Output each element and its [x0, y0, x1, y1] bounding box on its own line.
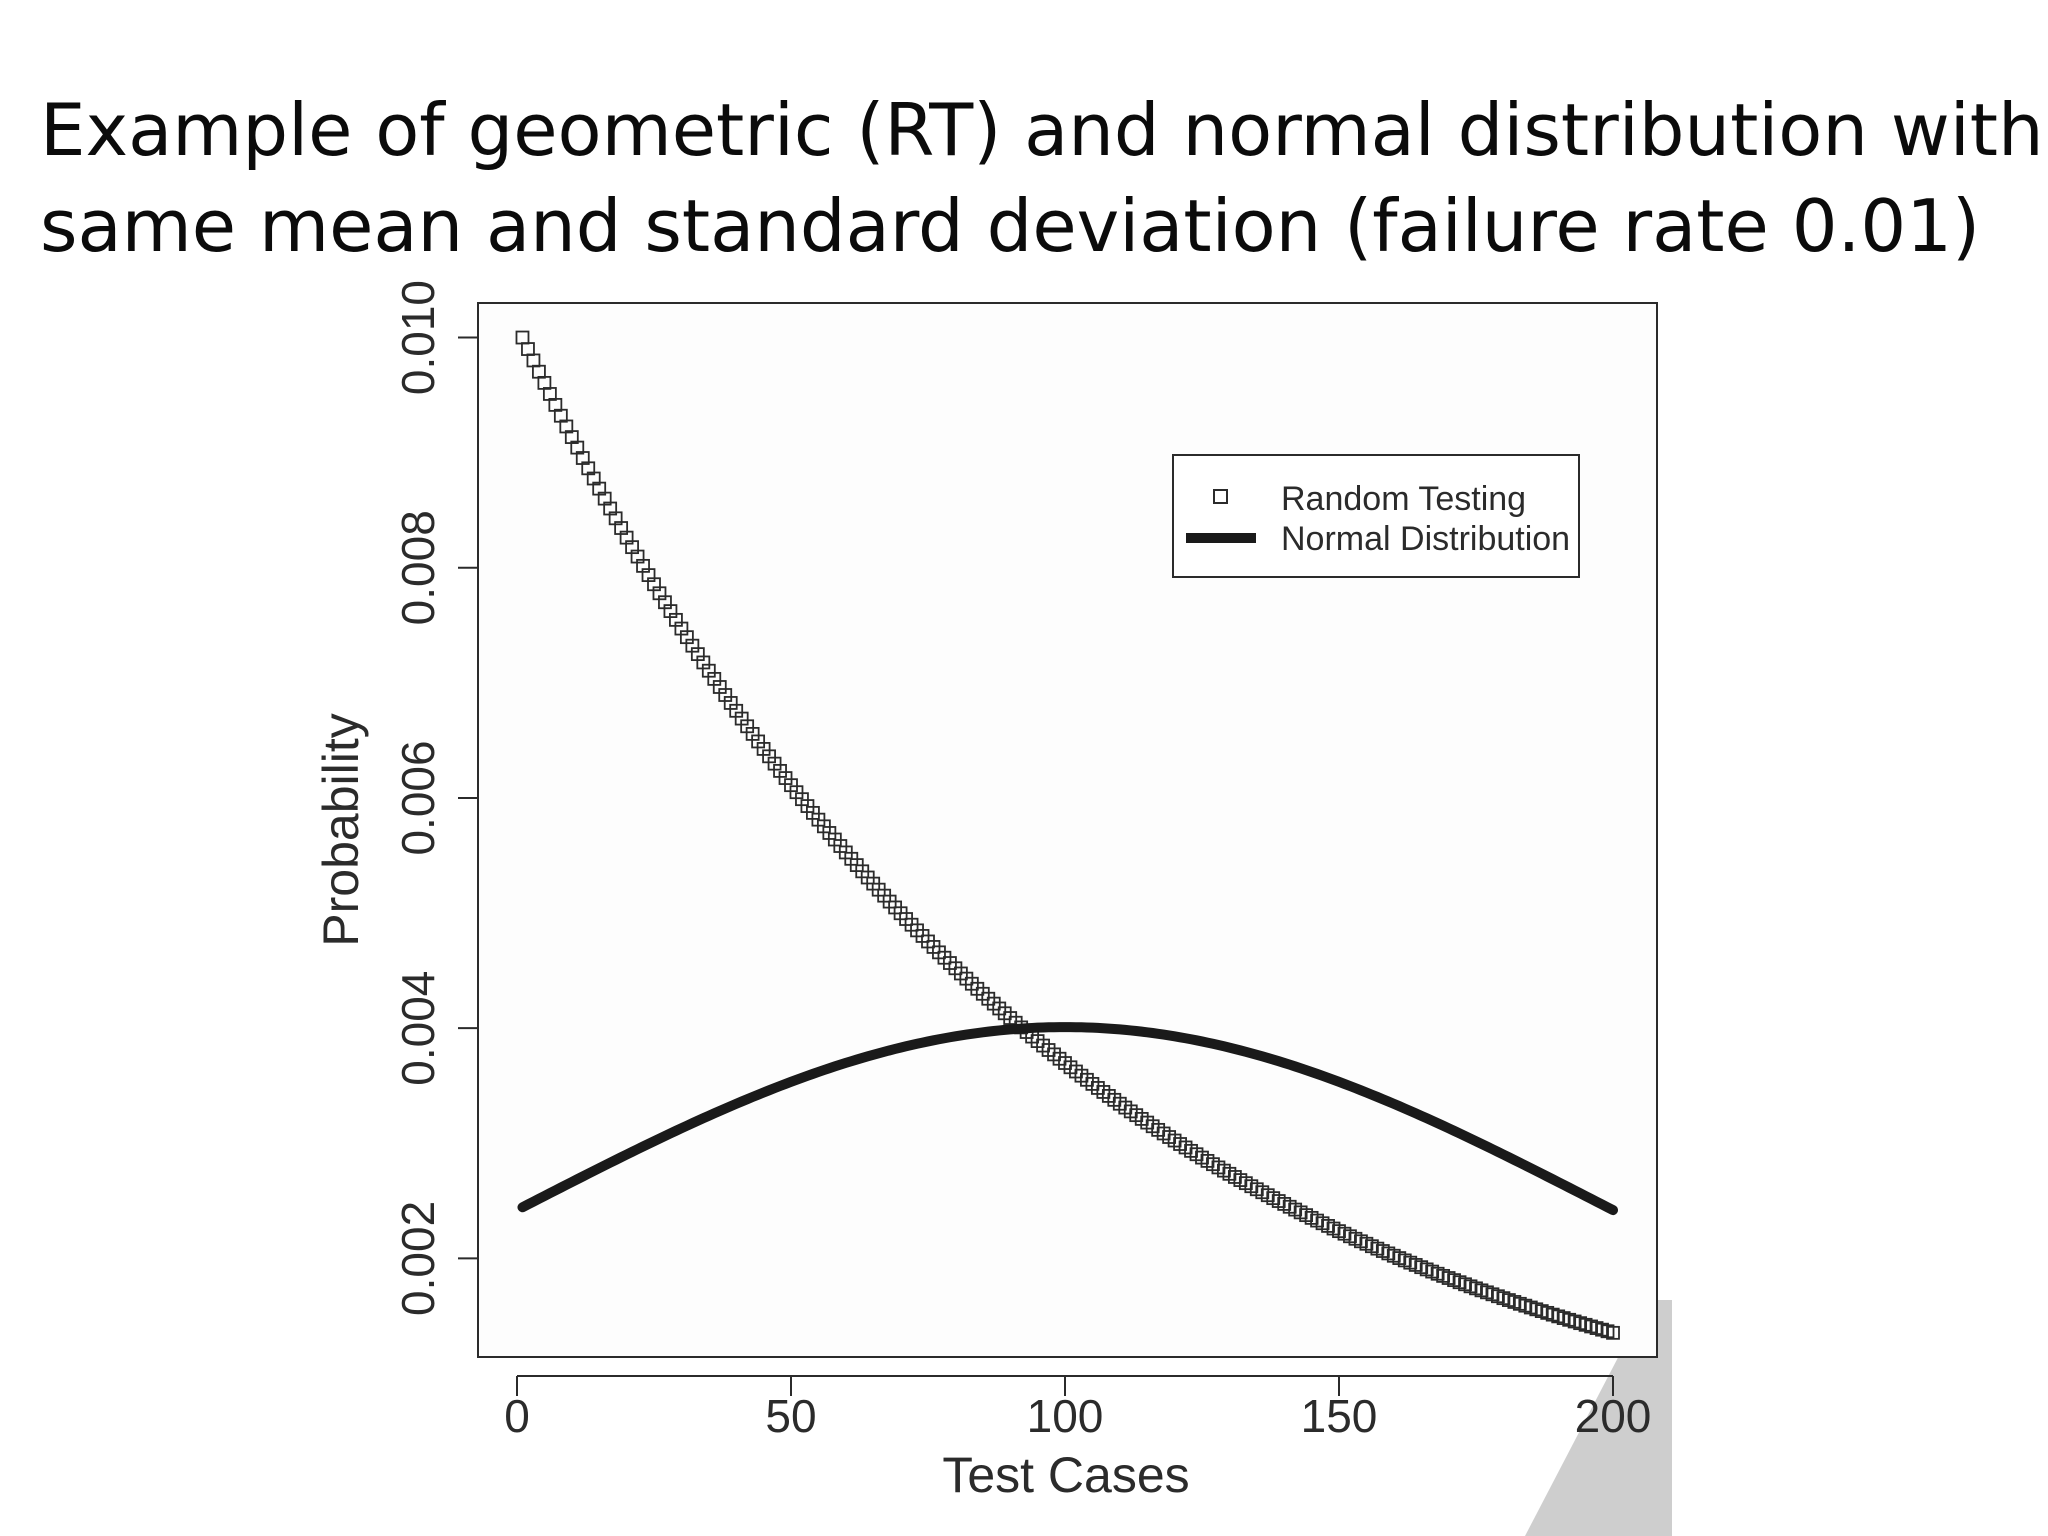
- x-tick-label: 200: [1575, 1390, 1652, 1442]
- x-tick-label: 150: [1301, 1390, 1378, 1442]
- slide-title: Example of geometric (RT) and normal dis…: [40, 82, 2044, 274]
- y-tick-label: 0.002: [392, 1201, 444, 1316]
- y-tick-label: 0.006: [392, 740, 444, 855]
- y-axis-label: Probability: [313, 713, 369, 946]
- legend-label-normal-distribution: Normal Distribution: [1281, 520, 1570, 558]
- random-testing-point: [1606, 1325, 1620, 1340]
- y-axis: 0.002 0.004 0.006 0.008 0.010: [392, 280, 479, 1316]
- slide-title-line-1: Example of geometric (RT) and normal dis…: [40, 88, 2044, 172]
- normal-distribution-line: [517, 1022, 1618, 1216]
- y-tick-label: 0.004: [392, 971, 444, 1086]
- legend-label-random-testing: Random Testing: [1281, 480, 1526, 518]
- x-axis: 0 50 100 150 200: [504, 1375, 1652, 1442]
- legend-box: [1172, 454, 1580, 578]
- legend-square-marker: [1213, 489, 1228, 504]
- y-tick-label: 0.010: [392, 280, 444, 395]
- x-tick-label: 0: [504, 1390, 530, 1442]
- y-tick-label: 0.008: [392, 510, 444, 625]
- slide-title-line-2: same mean and standard deviation (failur…: [40, 184, 1981, 268]
- watermark: [1525, 1300, 1672, 1536]
- x-tick-label: 100: [1027, 1390, 1104, 1442]
- x-axis-label: Test Cases: [942, 1447, 1189, 1503]
- x-tick-label: 50: [765, 1390, 816, 1442]
- legend: Random Testing Normal Distribution: [1172, 454, 1580, 578]
